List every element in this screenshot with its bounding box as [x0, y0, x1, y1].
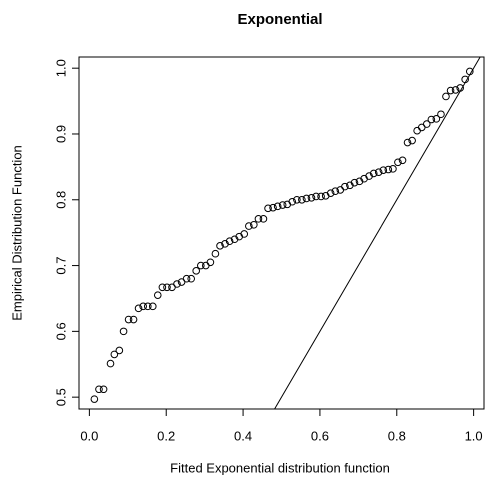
point — [461, 75, 469, 84]
x-tick-label: 0.6 — [311, 428, 329, 443]
y-tick-label: 1.0 — [53, 59, 68, 77]
point — [173, 280, 181, 288]
point — [437, 110, 445, 119]
point — [139, 302, 147, 311]
point — [216, 242, 224, 250]
y-tick-label: 0.6 — [53, 322, 68, 340]
y-axis-label: Empirical Distribution Function — [9, 145, 24, 321]
chart-title: Exponential — [237, 11, 322, 28]
point — [259, 215, 268, 223]
point — [379, 166, 388, 174]
point — [394, 158, 402, 167]
y-tick-label: 0.5 — [53, 388, 68, 406]
point — [148, 302, 157, 311]
point — [163, 283, 171, 292]
point — [278, 201, 287, 209]
point — [427, 115, 436, 124]
point — [192, 267, 200, 275]
point — [389, 165, 397, 173]
point — [341, 182, 349, 191]
point — [422, 120, 431, 128]
point — [312, 192, 320, 201]
point — [202, 261, 210, 270]
point — [403, 138, 412, 147]
point — [240, 230, 249, 238]
point — [197, 261, 205, 270]
point — [134, 304, 143, 313]
point — [211, 249, 220, 258]
point — [95, 385, 103, 394]
point — [206, 258, 215, 267]
y-tick-label: 0.8 — [53, 191, 68, 209]
point — [119, 327, 128, 336]
point — [115, 346, 124, 355]
point — [225, 237, 234, 246]
point — [264, 204, 272, 213]
point — [374, 168, 383, 176]
point — [307, 194, 316, 202]
x-tick-label: 0.0 — [80, 428, 98, 443]
x-axis-label: Fitted Exponential distribution function — [170, 460, 390, 475]
point — [245, 222, 253, 230]
y-tick-label: 0.7 — [53, 257, 68, 275]
plot-frame — [78, 56, 485, 410]
point — [317, 192, 325, 201]
point — [398, 156, 407, 165]
point — [288, 197, 297, 206]
point — [326, 189, 335, 197]
reference-line — [274, 56, 481, 410]
point — [451, 86, 460, 94]
x-tick-label: 1.0 — [465, 428, 483, 443]
point — [273, 202, 282, 211]
point — [158, 283, 167, 292]
point — [293, 195, 301, 204]
point — [413, 126, 421, 135]
point — [331, 187, 340, 196]
point — [269, 203, 277, 212]
point — [90, 395, 99, 403]
point — [465, 67, 474, 76]
point — [250, 220, 258, 229]
x-tick-label: 0.2 — [157, 428, 175, 443]
point — [106, 359, 115, 368]
point — [143, 302, 152, 311]
point — [298, 195, 306, 204]
point — [254, 215, 263, 223]
x-tick-label: 0.4 — [234, 428, 252, 443]
point — [369, 169, 378, 178]
point — [153, 291, 162, 299]
point — [182, 274, 191, 283]
point — [384, 165, 393, 174]
x-tick-label: 0.8 — [388, 428, 406, 443]
point — [129, 315, 138, 324]
y-tick-label: 0.9 — [53, 125, 68, 143]
point — [187, 274, 196, 283]
point — [446, 86, 455, 95]
point — [124, 315, 133, 324]
point — [408, 136, 416, 145]
point — [99, 385, 108, 394]
point — [302, 194, 311, 203]
point — [456, 84, 464, 92]
point — [442, 92, 450, 101]
point — [110, 350, 119, 359]
point — [350, 178, 359, 187]
point — [432, 115, 441, 123]
